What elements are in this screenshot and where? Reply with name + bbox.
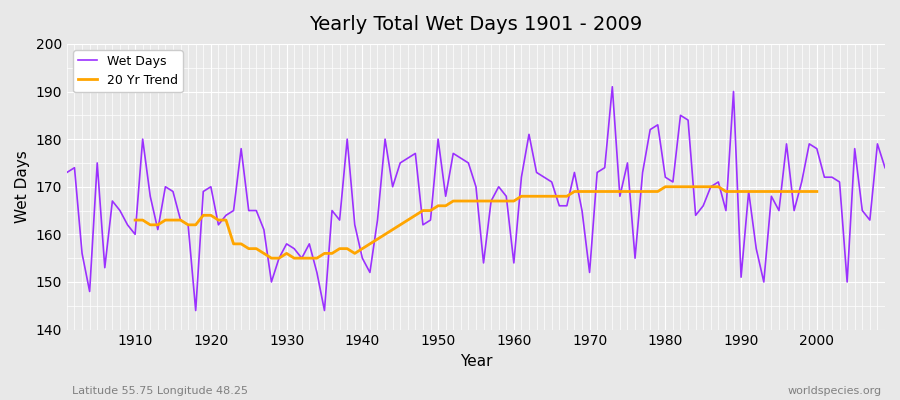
Text: worldspecies.org: worldspecies.org (788, 386, 882, 396)
Text: Latitude 55.75 Longitude 48.25: Latitude 55.75 Longitude 48.25 (72, 386, 248, 396)
Wet Days (879, 165, 890, 170)
Wet Days (190, 308, 201, 313)
20 Yr Trend (266, 256, 277, 260)
Line: 20 Yr Trend: 20 Yr Trend (135, 187, 817, 258)
20 Yr Trend (660, 184, 670, 189)
20 Yr Trend (804, 189, 814, 194)
Wet Days (516, 175, 526, 180)
Line: Wet Days: Wet Days (67, 87, 885, 310)
20 Yr Trend (130, 218, 140, 222)
20 Yr Trend (296, 256, 307, 260)
Wet Days (342, 137, 353, 142)
Legend: Wet Days, 20 Yr Trend: Wet Days, 20 Yr Trend (73, 50, 183, 92)
Wet Days (607, 84, 617, 89)
Wet Days (508, 260, 519, 265)
20 Yr Trend (721, 189, 732, 194)
20 Yr Trend (213, 218, 224, 222)
Wet Days (296, 256, 307, 260)
20 Yr Trend (531, 194, 542, 199)
Y-axis label: Wet Days: Wet Days (15, 150, 30, 223)
Title: Yearly Total Wet Days 1901 - 2009: Yearly Total Wet Days 1901 - 2009 (310, 15, 643, 34)
20 Yr Trend (311, 256, 322, 260)
Wet Days (61, 170, 72, 175)
X-axis label: Year: Year (460, 354, 492, 369)
20 Yr Trend (812, 189, 823, 194)
Wet Days (615, 194, 626, 199)
Wet Days (122, 222, 133, 227)
